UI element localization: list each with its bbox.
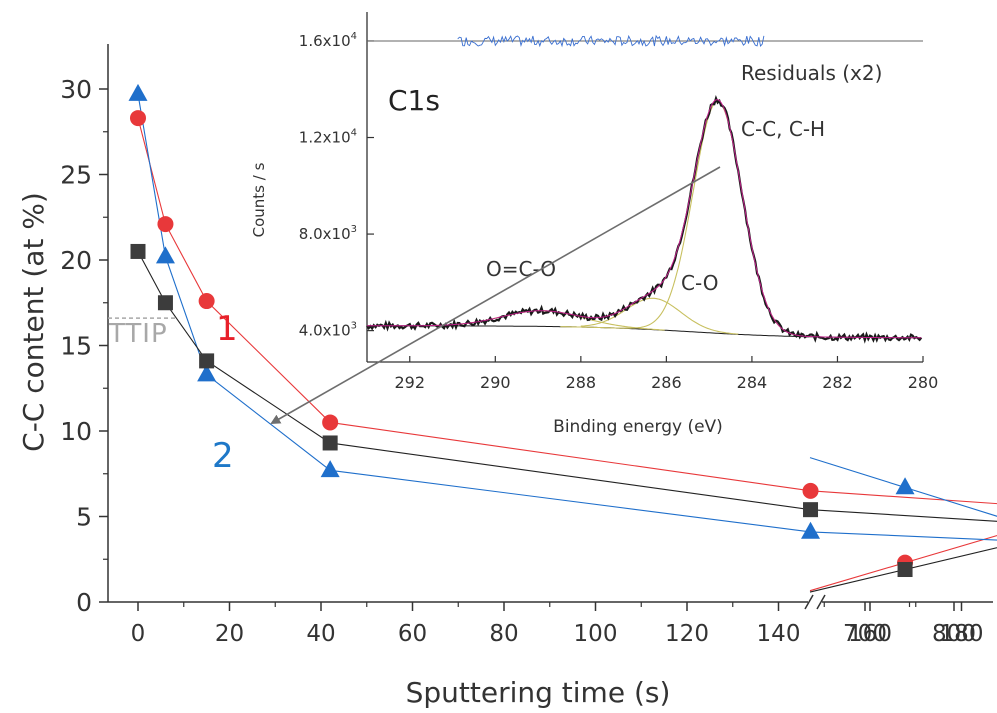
ttip-label: TTIP <box>108 319 168 349</box>
series-3-point <box>157 295 173 311</box>
series-1-point <box>322 414 339 431</box>
inset-x-ticks: 292 290 288 286 284 282 280 <box>394 356 938 392</box>
main-y-axis-label: C-C content (at %) <box>17 192 50 452</box>
series-2-point <box>197 364 217 382</box>
x-tick-label: 700 <box>843 621 887 647</box>
series-3-point <box>130 243 146 259</box>
series-label-2: 2 <box>212 436 234 476</box>
inset-pointer-arrow <box>270 166 721 424</box>
series-2-point <box>895 477 915 495</box>
main-x-axis-label: Sputtering time (s) <box>406 676 671 709</box>
y-tick-label: 25 <box>60 161 92 190</box>
series-1-point <box>802 482 819 499</box>
peak-label-cc: C-C, C-H <box>741 117 825 141</box>
series-1-point <box>157 216 174 233</box>
x-tick-label: 20 <box>215 621 244 647</box>
series-1-point <box>198 293 215 310</box>
inset-y-tick-label: 8.0x103 <box>299 224 357 243</box>
y-tick-label: 0 <box>76 588 92 617</box>
series-2-point <box>320 460 340 478</box>
inset-plot: 4.0x103 8.0x103 1.2x104 1.6x104 292 290 288 28… <box>250 12 938 437</box>
series-label-1: 1 <box>216 309 238 349</box>
series-3-point <box>199 353 215 369</box>
raw-spectrum-curve <box>366 95 923 344</box>
series-2-point <box>155 246 175 264</box>
y-tick-label: 10 <box>60 417 92 446</box>
peak-label-oco: O=C-O <box>486 257 556 281</box>
x-tick-label: 100 <box>574 621 618 647</box>
y-tick-label: 30 <box>60 75 92 104</box>
inset-y-tick-label: 1.6x104 <box>299 31 357 50</box>
x-tick-label: 0 <box>131 621 146 647</box>
inset-y-ticks: 4.0x103 8.0x103 1.2x104 1.6x104 <box>299 31 374 340</box>
inset-background <box>367 12 923 362</box>
peak-label-co: C-O <box>681 271 718 295</box>
inset-x-tick-label: 288 <box>566 373 597 392</box>
inset-x-tick-label: 284 <box>737 373 768 392</box>
series-3-point <box>897 562 913 578</box>
series-3-point <box>803 502 819 518</box>
y-tick-label: 15 <box>60 332 92 361</box>
series-1-point <box>130 110 146 127</box>
inset-y-tick-label: 4.0x103 <box>299 321 357 340</box>
fit-envelope-curve <box>367 99 922 339</box>
series-2-point <box>801 521 821 539</box>
inset-x-axis-label: Binding energy (eV) <box>553 417 723 437</box>
inset-y-tick-label: 1.2x104 <box>299 128 357 147</box>
residuals-label: Residuals (x2) <box>741 61 882 85</box>
peak-component-co <box>580 297 739 335</box>
inset-x-tick-label: 280 <box>908 373 939 392</box>
inset-y-axis-label: Counts / s <box>250 162 268 237</box>
x-tick-label: 40 <box>306 621 335 647</box>
series-2-point <box>128 83 148 101</box>
series-markers <box>128 83 915 578</box>
inset-x-tick-label: 282 <box>822 373 853 392</box>
x-tick-label: 80 <box>489 621 518 647</box>
x-ticks: 020406080100120140160180200700800 <box>131 602 984 647</box>
inset-x-tick-label: 286 <box>651 373 682 392</box>
x-tick-label: 60 <box>398 621 427 647</box>
y-tick-label: 20 <box>60 246 92 275</box>
y-ticks: 0 5 10 15 20 25 30 <box>60 75 108 617</box>
axis-break-marker <box>804 594 826 610</box>
inset-title: C1s <box>388 84 440 117</box>
inset-x-tick-label: 290 <box>480 373 511 392</box>
x-tick-label: 160 <box>848 621 892 647</box>
x-tick-label: 180 <box>940 621 984 647</box>
inset-x-tick-label: 292 <box>394 373 425 392</box>
x-tick-label: 140 <box>757 621 801 647</box>
x-tick-label: 800 <box>932 621 976 647</box>
residuals-curve <box>457 34 765 48</box>
y-tick-label: 5 <box>76 503 92 532</box>
x-tick-label: 120 <box>665 621 709 647</box>
series-3-point <box>322 435 338 451</box>
